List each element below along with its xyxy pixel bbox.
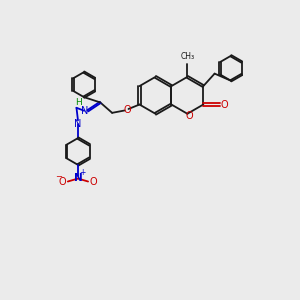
Text: N: N: [74, 119, 82, 129]
Text: CH₃: CH₃: [180, 52, 194, 61]
Text: −: −: [56, 172, 62, 182]
Text: O: O: [59, 176, 66, 187]
Text: N: N: [80, 106, 88, 116]
Text: +: +: [79, 168, 85, 177]
Text: N: N: [74, 172, 82, 183]
Text: H: H: [76, 98, 82, 107]
Text: O: O: [220, 100, 228, 110]
Text: O: O: [186, 111, 194, 121]
Text: O: O: [123, 106, 131, 116]
Text: O: O: [90, 176, 97, 187]
